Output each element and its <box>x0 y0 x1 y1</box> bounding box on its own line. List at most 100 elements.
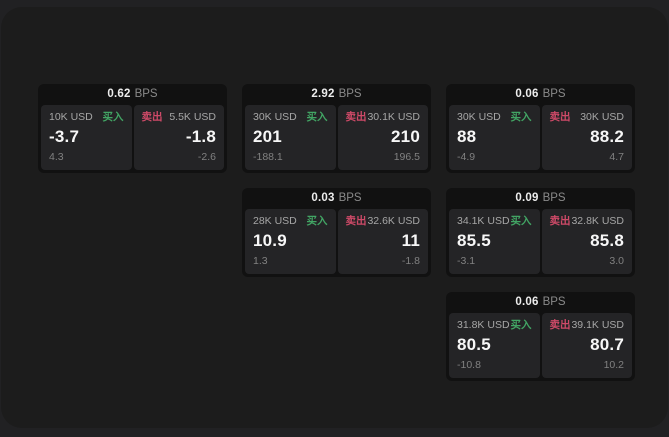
panels: 34.1K USD 买入 85.5 -3.1 卖出 32.8K USD 85.8… <box>446 209 635 277</box>
buy-amount-label: 30K USD <box>253 111 297 123</box>
sell-price: 210 <box>391 127 420 146</box>
sell-tag[interactable]: 卖出 <box>549 215 571 227</box>
sell-sub-value: 3.0 <box>609 255 624 267</box>
bps-unit: BPS <box>542 296 566 308</box>
buy-meta-row: 30K USD 买入 <box>253 111 328 124</box>
sell-panel[interactable]: 卖出 32.6K USD 11 -1.8 <box>337 209 428 274</box>
panels: 30K USD 买入 201 -188.1 卖出 30.1K USD 210 1… <box>242 105 431 173</box>
quote-card: 0.62 BPS 10K USD 买入 -3.7 4.3 卖出 5.5K USD… <box>38 84 227 173</box>
sell-sub-value: 196.5 <box>393 151 420 163</box>
bps-header: 0.09 BPS <box>446 188 635 209</box>
sell-tag[interactable]: 卖出 <box>345 215 367 227</box>
sell-meta-row: 卖出 5.5K USD <box>142 111 217 124</box>
sell-meta-row: 卖出 30.1K USD <box>346 111 421 124</box>
sell-price: 80.7 <box>590 335 624 354</box>
sell-amount-label: 32.8K USD <box>571 215 624 227</box>
bps-unit: BPS <box>542 192 566 204</box>
buy-panel[interactable]: 28K USD 买入 10.9 1.3 <box>245 209 336 274</box>
bps-value: 0.06 <box>515 296 539 308</box>
bps-value: 0.06 <box>515 88 539 100</box>
sell-sub-value: -1.8 <box>401 255 420 267</box>
buy-meta-row: 10K USD 买入 <box>49 111 124 124</box>
sell-tag[interactable]: 卖出 <box>345 111 367 123</box>
sell-price: -1.8 <box>185 127 216 146</box>
sell-panel[interactable]: 卖出 30.1K USD 210 196.5 <box>337 105 428 170</box>
buy-meta-row: 30K USD 买入 <box>457 111 532 124</box>
bps-value: 0.09 <box>515 192 539 204</box>
buy-price: 80.5 <box>457 335 491 354</box>
buy-price: 10.9 <box>253 231 287 250</box>
sell-panel[interactable]: 卖出 5.5K USD -1.8 -2.6 <box>133 105 224 170</box>
buy-price: 88 <box>457 127 477 146</box>
bps-header: 0.03 BPS <box>242 188 431 209</box>
buy-meta-row: 31.8K USD 买入 <box>457 319 532 332</box>
bps-header: 0.06 BPS <box>446 84 635 105</box>
sell-sub-value: 4.7 <box>609 151 624 163</box>
buy-meta-row: 34.1K USD 买入 <box>457 215 532 228</box>
buy-tag[interactable]: 买入 <box>102 111 124 123</box>
sell-price: 11 <box>401 231 420 250</box>
sell-amount-label: 30.1K USD <box>367 111 420 123</box>
buy-price: -3.7 <box>49 127 80 146</box>
panels: 30K USD 买入 88 -4.9 卖出 30K USD 88.2 4.7 <box>446 105 635 173</box>
buy-panel[interactable]: 34.1K USD 买入 85.5 -3.1 <box>449 209 540 274</box>
buy-panel[interactable]: 10K USD 买入 -3.7 4.3 <box>41 105 132 170</box>
buy-tag[interactable]: 买入 <box>510 319 532 331</box>
buy-price: 85.5 <box>457 231 491 250</box>
sell-meta-row: 卖出 30K USD <box>550 111 625 124</box>
bps-unit: BPS <box>542 88 566 100</box>
sell-amount-label: 30K USD <box>580 111 624 123</box>
sell-panel[interactable]: 卖出 32.8K USD 85.8 3.0 <box>541 209 632 274</box>
buy-panel[interactable]: 31.8K USD 买入 80.5 -10.8 <box>449 313 540 378</box>
sell-sub-value: -2.6 <box>197 151 216 163</box>
quote-card: 0.06 BPS 31.8K USD 买入 80.5 -10.8 卖出 39.1… <box>446 292 635 381</box>
buy-sub-value: -188.1 <box>253 151 283 163</box>
sell-panel[interactable]: 卖出 39.1K USD 80.7 10.2 <box>541 313 632 378</box>
bps-value: 0.62 <box>107 88 131 100</box>
sell-meta-row: 卖出 32.6K USD <box>346 215 421 228</box>
buy-meta-row: 28K USD 买入 <box>253 215 328 228</box>
panels: 31.8K USD 买入 80.5 -10.8 卖出 39.1K USD 80.… <box>446 313 635 381</box>
bps-header: 0.62 BPS <box>38 84 227 105</box>
sell-tag[interactable]: 卖出 <box>141 111 163 123</box>
bps-value: 2.92 <box>311 88 335 100</box>
bps-unit: BPS <box>338 192 362 204</box>
sell-panel[interactable]: 卖出 30K USD 88.2 4.7 <box>541 105 632 170</box>
quote-cards-grid: 0.62 BPS 10K USD 买入 -3.7 4.3 卖出 5.5K USD… <box>38 84 635 381</box>
buy-tag[interactable]: 买入 <box>306 215 328 227</box>
buy-sub-value: 4.3 <box>49 151 64 163</box>
buy-tag[interactable]: 买入 <box>510 215 532 227</box>
sell-tag[interactable]: 卖出 <box>549 319 571 331</box>
bps-value: 0.03 <box>311 192 335 204</box>
buy-panel[interactable]: 30K USD 买入 201 -188.1 <box>245 105 336 170</box>
buy-price: 201 <box>253 127 282 146</box>
sell-amount-label: 5.5K USD <box>169 111 216 123</box>
buy-amount-label: 34.1K USD <box>457 215 510 227</box>
sell-tag[interactable]: 卖出 <box>549 111 571 123</box>
sell-sub-value: 10.2 <box>603 359 624 371</box>
buy-panel[interactable]: 30K USD 买入 88 -4.9 <box>449 105 540 170</box>
bps-unit: BPS <box>134 88 158 100</box>
bps-unit: BPS <box>338 88 362 100</box>
sell-amount-label: 39.1K USD <box>571 319 624 331</box>
buy-amount-label: 30K USD <box>457 111 501 123</box>
sell-price: 88.2 <box>590 127 624 146</box>
bps-header: 2.92 BPS <box>242 84 431 105</box>
buy-sub-value: -3.1 <box>457 255 476 267</box>
sell-amount-label: 32.6K USD <box>367 215 420 227</box>
bps-header: 0.06 BPS <box>446 292 635 313</box>
buy-sub-value: 1.3 <box>253 255 268 267</box>
panels: 28K USD 买入 10.9 1.3 卖出 32.6K USD 11 -1.8 <box>242 209 431 277</box>
sell-meta-row: 卖出 32.8K USD <box>550 215 625 228</box>
buy-amount-label: 10K USD <box>49 111 93 123</box>
quote-card: 0.06 BPS 30K USD 买入 88 -4.9 卖出 30K USD 8… <box>446 84 635 173</box>
buy-sub-value: -4.9 <box>457 151 476 163</box>
sell-meta-row: 卖出 39.1K USD <box>550 319 625 332</box>
sell-price: 85.8 <box>590 231 624 250</box>
quote-card: 0.09 BPS 34.1K USD 买入 85.5 -3.1 卖出 32.8K… <box>446 188 635 277</box>
buy-tag[interactable]: 买入 <box>306 111 328 123</box>
quote-card: 2.92 BPS 30K USD 买入 201 -188.1 卖出 30.1K … <box>242 84 431 173</box>
buy-tag[interactable]: 买入 <box>510 111 532 123</box>
panels: 10K USD 买入 -3.7 4.3 卖出 5.5K USD -1.8 -2.… <box>38 105 227 173</box>
buy-amount-label: 31.8K USD <box>457 319 510 331</box>
